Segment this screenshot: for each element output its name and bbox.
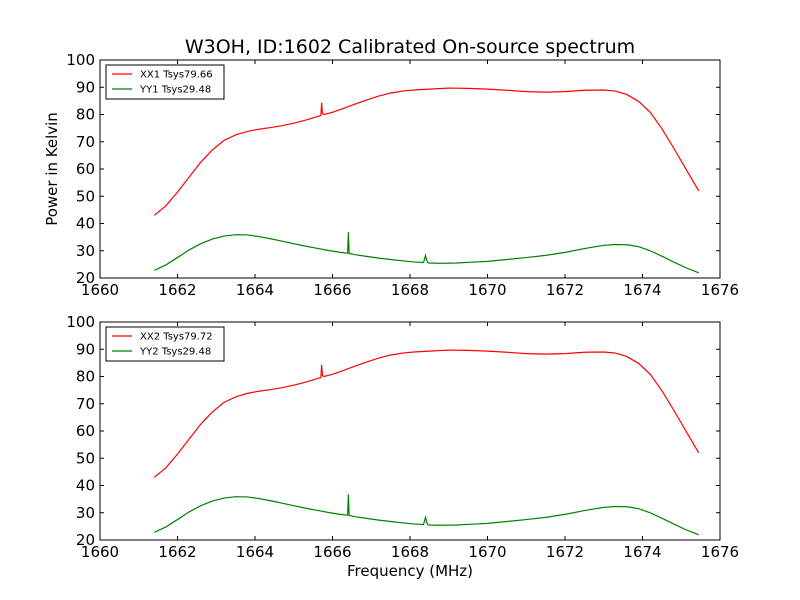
panel1-y-tick-label: 80 xyxy=(76,106,95,124)
panel1-y-tick-label: 20 xyxy=(76,269,95,287)
panel2-legend-label-2: YY2 Tsys29.48 xyxy=(139,347,211,358)
x-axis-label: Frequency (MHz) xyxy=(347,562,473,580)
panel2-legend-label-1: XX2 Tsys79.72 xyxy=(140,332,213,343)
panel1-series-line-1 xyxy=(153,87,700,216)
panel2-y-tick-label: 100 xyxy=(66,313,95,331)
panel1-legend-label-1: XX1 Tsys79.66 xyxy=(140,70,213,81)
panel1-series-line-2 xyxy=(153,232,699,274)
panel1-x-tick-label: 1668 xyxy=(391,281,429,299)
panel2-y-tick-label: 40 xyxy=(76,477,95,495)
panel1-x-tick-label: 1672 xyxy=(546,281,584,299)
panel2-y-tick-label: 80 xyxy=(76,368,95,386)
panel2-y-tick-label: 20 xyxy=(76,531,95,549)
panel2-series-line-1 xyxy=(153,349,700,478)
panel1-legend-label-2: YY1 Tsys29.48 xyxy=(139,85,211,96)
spectrum-panel-top: 1660 1662 1664 1666 1668 1670 1672 1674 1676 20 30… xyxy=(66,51,739,299)
panel2-x-tick-label: 1668 xyxy=(391,543,429,561)
panel2-y-tick-label: 30 xyxy=(76,504,95,522)
panel2-y-tick-label: 60 xyxy=(76,422,95,440)
panel2-legend-box xyxy=(105,326,225,362)
panel2-series-line-2 xyxy=(153,494,699,536)
panel1-y-tick-label: 70 xyxy=(76,133,95,151)
panel2-x-tick-label: 1664 xyxy=(236,543,274,561)
panel2-y-tick-label: 90 xyxy=(76,340,95,358)
panel1-y-tick-label: 30 xyxy=(76,242,95,260)
panel1-y-tick-label: 100 xyxy=(66,51,95,69)
panel1-x-tick-label: 1674 xyxy=(623,281,661,299)
panel1-y-tick-label: 40 xyxy=(76,215,95,233)
panel1-x-tick-label: 1664 xyxy=(236,281,274,299)
panel1-x-tick-label: 1660 xyxy=(81,281,119,299)
panel2-x-tick-label: 1666 xyxy=(313,543,351,561)
panel1-x-tick-label: 1666 xyxy=(313,281,351,299)
panel1-y-tick-label: 50 xyxy=(76,187,95,205)
panel2-x-tick-label: 1660 xyxy=(81,543,119,561)
spectrum-panel-bottom: 1660 1662 1664 1666 1668 1670 1672 1674 1676 20 30… xyxy=(66,313,739,561)
y-axis-label: Power in Kelvin xyxy=(43,112,61,226)
chart-title: W3OH, ID:1602 Calibrated On-source spect… xyxy=(185,36,635,58)
panel2-x-tick-label: 1672 xyxy=(546,543,584,561)
panel2-x-tick-label: 1662 xyxy=(158,543,196,561)
panel1-y-tick-label: 90 xyxy=(76,78,95,96)
panel2-x-tick-label: 1676 xyxy=(701,543,739,561)
panel1-legend-box xyxy=(105,64,225,100)
panel2-x-tick-label: 1674 xyxy=(623,543,661,561)
panel2-y-tick-label: 70 xyxy=(76,395,95,413)
panel1-x-tick-label: 1676 xyxy=(701,281,739,299)
panel2-y-tick-label: 50 xyxy=(76,449,95,467)
panel1-x-tick-label: 1662 xyxy=(158,281,196,299)
panel2-x-tick-label: 1670 xyxy=(468,543,506,561)
panel1-x-tick-label: 1670 xyxy=(468,281,506,299)
panel1-y-tick-label: 60 xyxy=(76,160,95,178)
